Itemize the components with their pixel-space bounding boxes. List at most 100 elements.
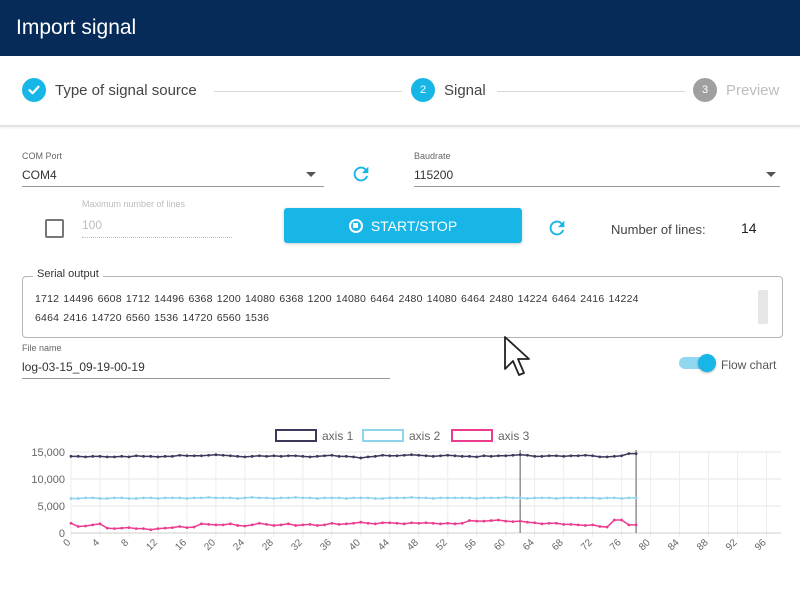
data-point bbox=[511, 453, 515, 457]
file-name-underline bbox=[22, 378, 390, 379]
number-of-lines-label: Number of lines: bbox=[611, 222, 706, 237]
max-lines-label: Maximum number of lines bbox=[82, 199, 186, 209]
max-lines-checkbox[interactable] bbox=[45, 219, 64, 238]
file-name-input[interactable]: log-03-15_09-19-00-19 bbox=[22, 360, 145, 374]
data-point bbox=[301, 523, 305, 527]
data-point bbox=[424, 496, 428, 500]
x-tick-label: 4 bbox=[90, 537, 102, 549]
data-point bbox=[156, 497, 160, 500]
data-point bbox=[402, 496, 406, 500]
data-point bbox=[569, 496, 573, 500]
data-point bbox=[497, 518, 500, 522]
data-point bbox=[163, 454, 167, 458]
start-stop-button[interactable]: START/STOP bbox=[284, 208, 522, 243]
data-point bbox=[468, 519, 471, 522]
data-point bbox=[272, 454, 276, 458]
flow-chart-toggle[interactable] bbox=[679, 354, 716, 372]
data-point bbox=[482, 454, 486, 458]
data-point bbox=[84, 455, 87, 459]
data-point bbox=[98, 522, 102, 526]
data-point bbox=[620, 497, 624, 500]
serial-output-line: 6464 2416 14720 6560 1536 14720 6560 153… bbox=[35, 312, 270, 324]
data-point bbox=[526, 520, 529, 524]
step-type-of-signal-source[interactable]: Type of signal source bbox=[22, 78, 197, 102]
data-point bbox=[511, 496, 515, 500]
chevron-down-icon[interactable] bbox=[766, 172, 776, 177]
baudrate-label: Baudrate bbox=[414, 151, 451, 161]
data-point bbox=[540, 454, 544, 458]
data-point bbox=[272, 524, 276, 527]
data-point bbox=[439, 496, 442, 500]
data-point bbox=[453, 454, 457, 458]
number-of-lines-value: 14 bbox=[741, 220, 757, 236]
step-signal[interactable]: 2 Signal bbox=[411, 78, 486, 102]
data-point bbox=[142, 527, 145, 531]
data-point bbox=[286, 454, 290, 458]
data-point bbox=[127, 526, 131, 529]
x-tick-label: 96 bbox=[753, 537, 769, 553]
data-point bbox=[475, 455, 479, 459]
data-point bbox=[583, 524, 587, 527]
data-point bbox=[634, 452, 638, 456]
data-point bbox=[279, 523, 283, 527]
data-point bbox=[460, 521, 464, 525]
chevron-down-icon[interactable] bbox=[306, 172, 316, 177]
data-point bbox=[591, 454, 595, 458]
data-point bbox=[547, 521, 551, 525]
data-point bbox=[221, 453, 225, 457]
data-point bbox=[366, 455, 370, 459]
data-point bbox=[352, 496, 355, 500]
com-port-select[interactable]: COM4 bbox=[22, 168, 57, 182]
data-point bbox=[497, 454, 500, 458]
data-point bbox=[605, 496, 609, 500]
baudrate-select[interactable]: 115200 bbox=[414, 168, 454, 182]
data-point bbox=[315, 524, 319, 527]
data-point bbox=[200, 522, 203, 526]
header-divider bbox=[0, 125, 800, 127]
data-point bbox=[265, 496, 269, 500]
data-point bbox=[113, 455, 116, 459]
data-point bbox=[207, 453, 211, 457]
max-lines-input[interactable]: 100 bbox=[82, 218, 103, 232]
data-point bbox=[453, 522, 457, 526]
data-point bbox=[323, 454, 326, 458]
refresh-icon[interactable] bbox=[546, 217, 568, 239]
serial-output-box[interactable] bbox=[22, 276, 783, 338]
data-point bbox=[301, 496, 305, 500]
x-tick-label: 88 bbox=[695, 537, 711, 553]
data-point bbox=[185, 497, 189, 500]
step-preview[interactable]: 3 Preview bbox=[693, 78, 779, 102]
x-tick-label: 0 bbox=[61, 537, 73, 549]
data-point bbox=[84, 524, 87, 528]
step-number: 3 bbox=[693, 78, 717, 102]
data-point bbox=[381, 521, 384, 525]
x-tick-label: 56 bbox=[463, 537, 479, 553]
data-point bbox=[163, 526, 167, 530]
start-stop-label: START/STOP bbox=[370, 217, 458, 234]
data-point bbox=[221, 496, 225, 500]
data-point bbox=[359, 520, 363, 524]
data-point bbox=[120, 454, 124, 458]
data-point bbox=[228, 496, 232, 500]
data-point bbox=[555, 521, 558, 525]
data-point bbox=[446, 453, 450, 457]
refresh-icon[interactable] bbox=[350, 163, 372, 185]
serial-output-label: Serial output bbox=[33, 268, 103, 280]
data-point bbox=[352, 521, 355, 525]
data-point bbox=[105, 497, 109, 500]
x-tick-label: 32 bbox=[289, 537, 305, 553]
data-point bbox=[105, 455, 109, 459]
serial-output-scrollbar[interactable] bbox=[758, 290, 768, 324]
data-point bbox=[598, 455, 602, 459]
x-tick-label: 20 bbox=[202, 537, 218, 553]
data-point bbox=[98, 497, 102, 500]
data-point bbox=[265, 454, 269, 458]
x-tick-label: 92 bbox=[724, 537, 740, 553]
data-point bbox=[221, 523, 225, 527]
data-point bbox=[286, 496, 290, 500]
data-point bbox=[91, 523, 95, 527]
data-point bbox=[69, 497, 73, 500]
data-point bbox=[562, 522, 566, 526]
data-point bbox=[236, 524, 240, 527]
data-point bbox=[236, 454, 240, 458]
